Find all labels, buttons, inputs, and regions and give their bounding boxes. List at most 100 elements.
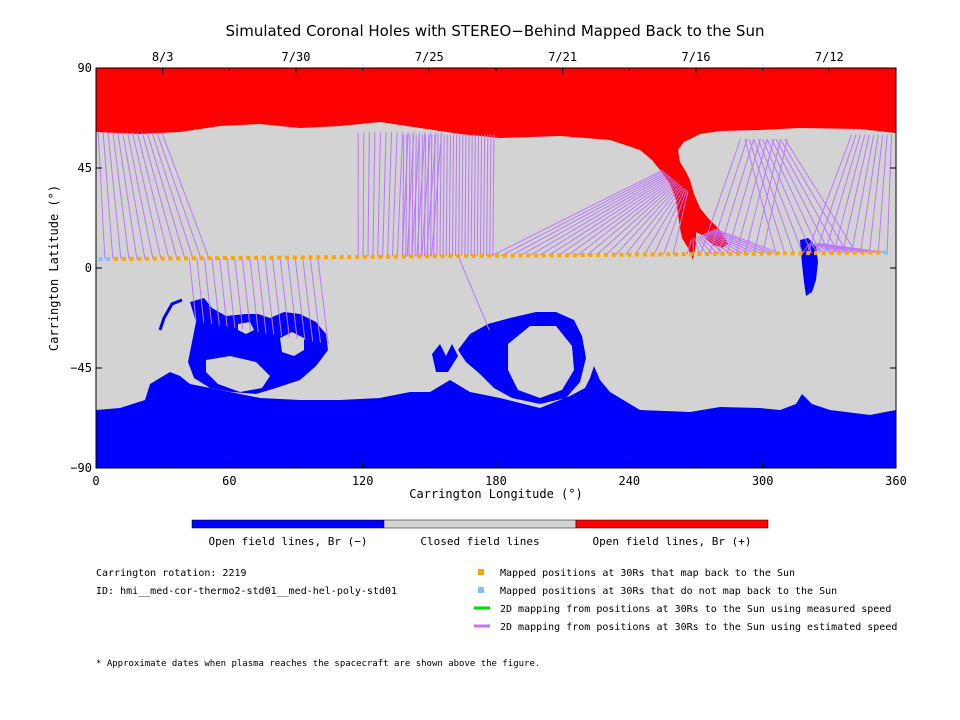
mapped-point: [604, 252, 608, 257]
mapped-point: [526, 253, 531, 258]
mapped-point: [98, 257, 103, 262]
mapping-line: [420, 134, 423, 257]
mapping-lines: [97, 132, 893, 345]
mapping-line: [131, 132, 162, 259]
negative-hole-center: [458, 312, 586, 404]
mapping-line: [694, 237, 701, 255]
legend-label-0: Mapped positions at 30Rs that map back t…: [500, 568, 795, 579]
mapping-line: [436, 134, 439, 257]
mapping-line: [529, 174, 669, 256]
mapped-point: [401, 254, 406, 259]
mapped-point: [199, 256, 204, 261]
mapping-line: [762, 139, 788, 254]
mapped-point: [207, 256, 212, 261]
mapping-line: [735, 138, 768, 254]
mapped-point: [728, 251, 733, 256]
mapping-line: [806, 134, 853, 254]
mapping-line: [382, 132, 387, 257]
mapping-line: [615, 184, 681, 256]
mapped-point: [541, 253, 546, 258]
mapping-line: [442, 134, 445, 257]
mapped-point: [176, 256, 181, 261]
y-tick-label: 90: [78, 61, 92, 75]
x-tick-label: 120: [352, 474, 374, 488]
mapped-point: [471, 253, 476, 258]
mapped-point: [681, 252, 686, 257]
colorbar-label-closed: Closed field lines: [420, 535, 539, 548]
mapped-point: [152, 256, 157, 261]
mapping-line: [188, 258, 197, 322]
mapping-line: [717, 138, 755, 255]
mapped-point: [534, 253, 538, 258]
legend: Mapped positions at 30Rs that map back t…: [474, 568, 897, 633]
mapped-point: [191, 256, 196, 261]
mapping-line: [842, 134, 870, 253]
mapping-line: [458, 134, 461, 257]
mapping-line: [815, 134, 857, 254]
top-date-label: 8/3: [152, 50, 174, 64]
legend-label-3: 2D mapping from positions at 30Rs to the…: [500, 622, 897, 633]
mapping-line: [500, 170, 665, 257]
mapping-line: [136, 132, 170, 259]
mapped-point: [588, 252, 593, 257]
mapped-point: [806, 251, 811, 256]
mapping-line: [161, 132, 210, 259]
y-tick-label: −90: [70, 461, 92, 475]
mapping-line: [653, 188, 686, 255]
mapping-line: [448, 134, 451, 257]
mapping-line: [102, 132, 114, 260]
mapping-line: [519, 173, 667, 257]
mapping-line: [97, 132, 106, 260]
mapped-point: [845, 250, 850, 255]
mapping-line: [411, 134, 414, 257]
mapping-line: [372, 132, 376, 257]
mapping-line: [427, 134, 430, 257]
mapping-line: [264, 257, 275, 335]
mapping-line: [634, 186, 684, 255]
mapped-point: [285, 255, 290, 260]
mapping-line: [702, 234, 731, 255]
mapping-line: [219, 258, 228, 327]
mapping-line: [431, 132, 443, 257]
mapping-line: [473, 134, 476, 256]
mapped-point: [782, 251, 787, 256]
mapping-line: [877, 134, 888, 253]
x-tick-label: 360: [885, 474, 907, 488]
mapped-point: [884, 250, 888, 255]
mapping-line: [417, 134, 420, 257]
axes: 0 60 120 180 240 300 360 90 45 0 −45 −90 8/3 7/30 7/25…: [70, 50, 907, 488]
mapped-point: [114, 256, 118, 261]
mapping-line: [851, 134, 875, 253]
mapped-point: [697, 252, 702, 257]
mapped-point: [137, 256, 142, 261]
mapped-point: [627, 252, 632, 257]
mapped-point: [642, 252, 647, 257]
south-negative-region: [96, 366, 896, 468]
negative-islands: [432, 344, 458, 372]
mapped-point: [868, 250, 873, 255]
x-tick-label: 300: [752, 474, 774, 488]
mapped-point: [821, 251, 826, 256]
mapping-line: [886, 134, 893, 253]
negative-hole-small: [800, 238, 818, 296]
mapping-line: [695, 236, 707, 255]
mapping-line: [708, 231, 756, 255]
mapping-line: [423, 134, 427, 257]
mapped-point: [145, 256, 150, 261]
mapping-line: [461, 134, 464, 257]
mapping-line: [489, 134, 492, 256]
north-positive-region: [96, 68, 896, 260]
mapping-line: [234, 257, 244, 330]
mapping-line: [672, 191, 689, 255]
mapped-point: [456, 254, 461, 259]
x-tick-label: 240: [618, 474, 640, 488]
mapped-point: [487, 253, 492, 258]
mapping-line: [107, 132, 122, 259]
colorbar-label-negative: Open field lines, Br (−): [209, 535, 368, 548]
mapping-line: [430, 134, 433, 257]
mapping-line: [802, 243, 810, 254]
mapping-line: [819, 243, 886, 254]
mapping-line: [421, 132, 431, 257]
mapping-line: [387, 132, 393, 257]
